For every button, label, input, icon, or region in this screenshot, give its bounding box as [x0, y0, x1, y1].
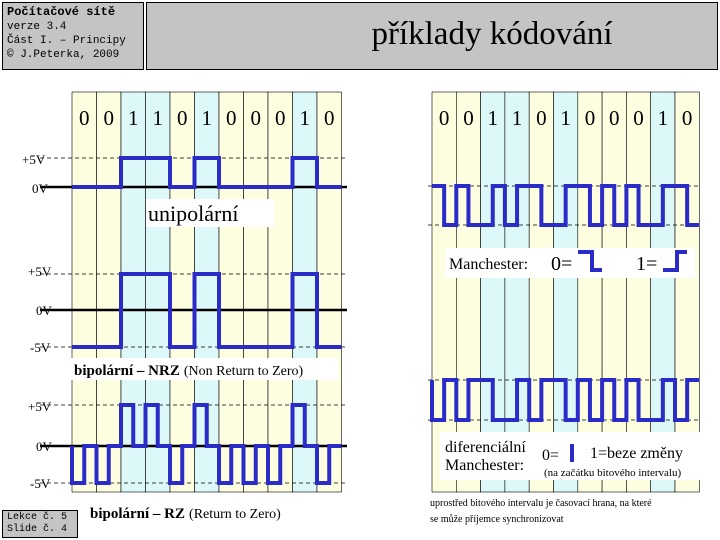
left-bit-label: 1	[202, 106, 213, 130]
manchester-one-label: 1=	[636, 253, 657, 275]
right-bit-label: 0	[463, 106, 474, 130]
nrz-signal	[72, 272, 342, 349]
right-bit-stripe-4	[528, 91, 554, 493]
right-bit-label: 1	[658, 106, 669, 130]
footnote-line1: uprostřed bitového intervalu je časovací…	[430, 498, 652, 509]
right-bit-stripe-7	[601, 91, 627, 493]
nrz-minus5-label: -5V	[30, 340, 51, 355]
left-bit-label: 0	[324, 106, 335, 130]
diff-manchester-note: (na začátku bitového intervalu)	[544, 467, 681, 479]
unipolar-zero-label: 0V	[32, 181, 49, 196]
right-bit-label: 0	[585, 106, 596, 130]
course-title: Počítačové sítě	[7, 5, 116, 19]
nrz-zero-label: 0V	[36, 303, 53, 318]
course-header-box: Počítačové sítě verze 3.4 Část I. – Prin…	[2, 2, 144, 70]
manchester-zero-label: 0=	[551, 253, 572, 275]
right-bit-label: 0	[439, 106, 450, 130]
footnote-line2: se může příjemce synchronizovat	[430, 514, 564, 525]
slide-number: Slide č. 4	[7, 524, 68, 535]
right-bit-stripe-3	[504, 91, 530, 493]
nrz-plus5-label: +5V	[28, 264, 52, 279]
right-bit-stripe-1	[455, 91, 481, 493]
left-bit-label: 0	[275, 106, 286, 130]
unipolar-plus5-label: +5V	[22, 152, 46, 167]
left-bit-stripe-0	[71, 91, 97, 493]
rz-label: bipolární – RZ (Return to Zero)	[90, 506, 281, 522]
right-bit-stripe-10	[674, 91, 700, 493]
left-bit-stripe-7	[243, 91, 269, 493]
right-bit-label: 1	[560, 106, 571, 130]
right-bit-stripe-9	[650, 91, 676, 493]
unipolar-label-bg	[146, 199, 274, 227]
rz-label-bg	[86, 500, 316, 526]
diff-manchester-one-label: 1=beze změny	[590, 445, 683, 462]
unipolar-signal	[72, 156, 342, 189]
diff-manchester-label-line1: diferenciální	[445, 439, 526, 456]
slide-footer-box: Lekce č. 5 Slide č. 4	[2, 510, 78, 538]
left-bit-label: 1	[153, 106, 164, 130]
manchester-zero-symbol	[578, 250, 602, 272]
rz-minus5-label: -5V	[30, 476, 51, 491]
rz-plus5-label: +5V	[28, 399, 52, 414]
left-bit-label: 0	[79, 106, 90, 130]
left-bit-label: 0	[177, 106, 188, 130]
left-bit-label: 0	[104, 106, 115, 130]
right-bit-label: 0	[609, 106, 620, 130]
slide-title: příklady kódování	[371, 16, 613, 52]
right-bit-stripe-8	[626, 91, 652, 493]
left-bit-stripe-8	[267, 91, 293, 493]
course-part: Část I. – Principy	[7, 35, 126, 47]
diff-manchester-zero-label: 0=	[542, 447, 559, 464]
right-bit-stripe-0	[431, 91, 457, 493]
nrz-label-note: (Non Return to Zero)	[184, 364, 304, 379]
left-bit-stripe-10	[316, 91, 342, 493]
right-bit-stripe-5	[553, 91, 579, 493]
right-bit-stripe-6	[577, 91, 603, 493]
nrz-label-bold: bipolární – NRZ	[74, 363, 180, 379]
left-bit-label: 0	[226, 106, 237, 130]
lesson-number: Lekce č. 5	[7, 512, 68, 523]
right-bit-label: 1	[488, 106, 499, 130]
left-bit-stripe-1	[96, 91, 122, 493]
unipolar-label: unipolární	[148, 201, 238, 226]
right-bit-stripes	[431, 91, 700, 493]
course-version: verze 3.4	[7, 21, 67, 33]
manchester-signal	[432, 184, 700, 227]
right-bit-stripe-2	[480, 91, 506, 493]
nrz-label-bg	[70, 358, 338, 380]
nrz-label: bipolární – NRZ (Non Return to Zero)	[74, 363, 304, 379]
right-bit-label: 0	[682, 106, 693, 130]
right-bit-label: 0	[633, 106, 644, 130]
left-bit-label: 1	[128, 106, 139, 130]
left-bit-label: 0	[251, 106, 262, 130]
right-bit-label: 1	[512, 106, 523, 130]
manchester-one-symbol	[663, 250, 687, 272]
course-copyright: © J.Peterka, 2009	[7, 49, 120, 61]
rz-label-bold: bipolární – RZ	[90, 506, 185, 522]
manchester-label-bg	[445, 248, 695, 278]
diff-manchester-signal	[430, 378, 700, 422]
right-bit-label: 0	[536, 106, 547, 130]
diff-manchester-label-line2: Manchester:	[445, 457, 524, 474]
rz-label-note: (Return to Zero)	[189, 507, 281, 522]
title-bar: příklady kódování	[146, 2, 718, 70]
left-bit-label: 1	[300, 106, 311, 130]
rz-zero-label: 0V	[36, 439, 53, 454]
manchester-label: Manchester:	[449, 256, 528, 273]
left-bit-stripe-4	[169, 91, 195, 493]
left-bit-stripe-6	[218, 91, 244, 493]
rz-signal	[70, 403, 342, 485]
